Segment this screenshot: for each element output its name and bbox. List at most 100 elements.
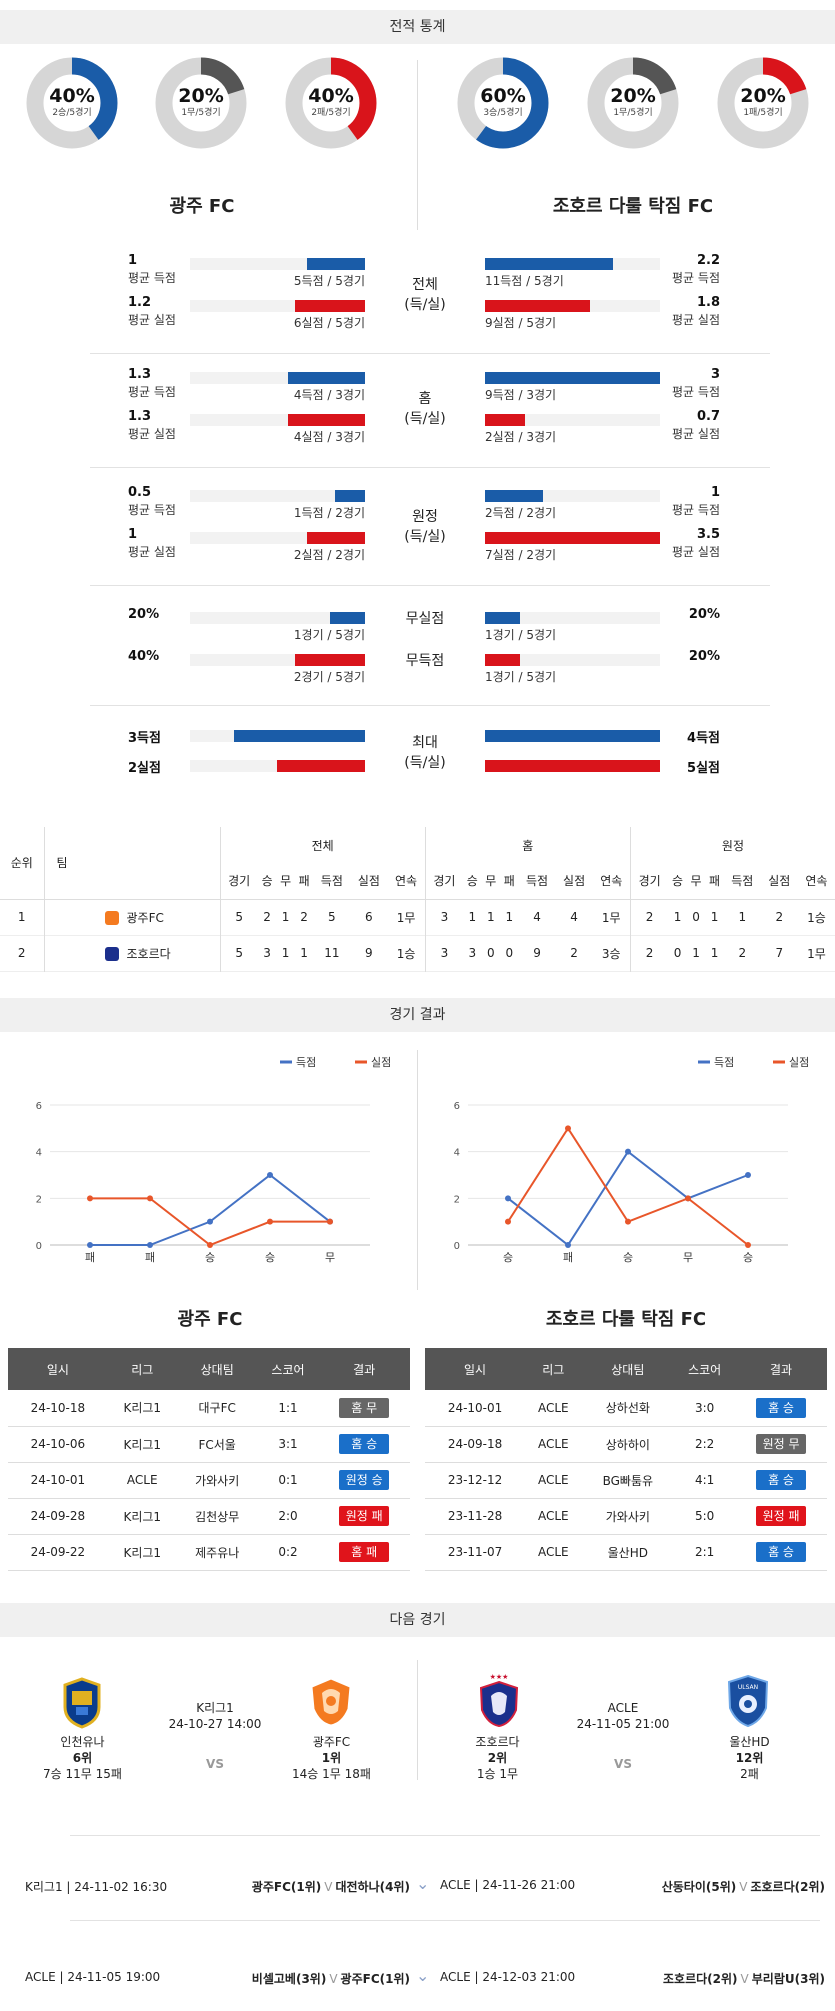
standings-cell: 5 — [235, 946, 243, 960]
result-badge: 홈 무 — [339, 1397, 390, 1418]
upcoming-vs: V — [740, 1972, 749, 1986]
home-stat-value: 1 — [128, 527, 138, 542]
standings-subheader: 경기 — [433, 874, 456, 889]
away-stat-label: 평균 득점 — [672, 271, 720, 285]
results-opp: 울산HD — [581, 1534, 675, 1571]
standings-row: 1 광주FC 5 2 1 2 5 6 1무 3 1 1 1 4 4 1무 2 1 0 1 1 2 1승 — [0, 899, 835, 935]
standings-subheader: 연속 — [592, 863, 631, 899]
next-away-left-rank: 2위 — [487, 1751, 508, 1765]
home-stat-label: 평균 실점 — [128, 313, 176, 327]
upcoming-match[interactable]: ACLE | 24-11-05 19:00 비셀고베(3위) V 광주FC(1위) — [25, 1970, 410, 1986]
away-bar — [485, 730, 660, 742]
chevron-down-icon: ⌄ — [416, 1966, 430, 1985]
away-stat-label: 평균 득점 — [672, 385, 720, 399]
home-bar-track — [190, 490, 365, 502]
standings-cell: 1 — [281, 910, 290, 924]
away-bar — [485, 490, 543, 502]
standings-row: 2 조호르다 5 3 1 1 11 9 1승 3 3 0 0 9 2 3승 2 0 1 1 2 7 1무 — [0, 935, 835, 971]
standings-subheader: 연속 — [387, 863, 426, 899]
upcoming-teams: 산동타이(5위) V 조호르다(2위) — [662, 1878, 825, 1895]
away-team-name: 조호르 다룰 탁짐 FC — [552, 196, 714, 217]
results-date: 24-10-01 — [425, 1390, 526, 1427]
home-max-value: 2실점 — [128, 761, 161, 776]
home-clean-value: 20% — [128, 607, 160, 622]
results-opp: 가와사키 — [176, 1462, 258, 1499]
away-stat-value: 3 — [710, 367, 720, 382]
results-home-team: 광주 FC — [177, 1309, 243, 1330]
standings-cell: 11 — [324, 946, 340, 960]
standings-subheader: 무 — [280, 874, 292, 889]
donut-ring-1 — [155, 57, 247, 149]
upcoming-match[interactable]: ⌄ ACLE | 24-11-26 21:00 산동타이(5위) V 조호르다(2위) — [416, 1874, 825, 1895]
standings-cell: 1 — [505, 910, 514, 924]
standings-cell: 9 — [365, 946, 373, 960]
results-league: ACLE — [525, 1390, 582, 1427]
stats-title: 전적 통계 — [0, 10, 835, 44]
upcoming-team2: 광주FC(1위) — [340, 1972, 410, 1986]
standings-cell: 1 — [673, 910, 682, 924]
standings-cell: 1 — [486, 910, 495, 924]
home-stat-label: 평균 득점 — [128, 271, 176, 285]
donut-arc — [457, 57, 549, 149]
results-result: 원정 패 — [735, 1498, 827, 1535]
standings-team[interactable]: 광주FC — [44, 899, 221, 935]
x-tick-label: 패 — [145, 1251, 155, 1264]
standings-subheader: 무 — [690, 874, 702, 889]
donut-percent: 20% — [740, 85, 786, 107]
results-date: 24-10-06 — [8, 1426, 108, 1463]
results-opp: 가와사키 — [581, 1498, 675, 1535]
donut-subtext: 1무/5경기 — [613, 108, 653, 118]
results-result: 원정 무 — [735, 1426, 827, 1463]
data-point — [745, 1172, 751, 1178]
incheon-logo-icon — [63, 1677, 101, 1729]
home-stat-label: 평균 실점 — [128, 545, 176, 559]
standings-cell: 1무 — [807, 946, 826, 961]
home-stat-label: 평균 실점 — [128, 427, 176, 441]
upcoming-team2: 부리람U(3위) — [751, 1972, 825, 1986]
next-away-left-team: 조호르다 2위 1승 1무 — [445, 1734, 550, 1782]
results-result: 홈 승 — [735, 1390, 827, 1427]
legend-label-0: 득점 — [714, 1056, 734, 1069]
standings-cell: 1 — [300, 946, 308, 960]
next-home-time: 24-10-27 14:00 — [168, 1717, 262, 1731]
standings-cell: 2 — [645, 946, 654, 960]
upcoming-match[interactable]: ⌄ ACLE | 24-12-03 21:00 조호르다(2위) V 부리람U(3위) — [416, 1966, 825, 1986]
upcoming-vs: V — [329, 1972, 338, 1986]
next-section-header: 다음 경기 — [0, 1603, 835, 1637]
results-league: ACLE — [525, 1534, 582, 1571]
donut-text: 40% 2승/5경기 — [26, 85, 118, 119]
away-bar-note: 9실점 / 5경기 — [485, 316, 557, 330]
standings-cell: 9 — [533, 946, 541, 960]
next-away-time: 24-11-05 21:00 — [576, 1717, 670, 1731]
standings-subheader: 득점 — [320, 874, 343, 889]
away-bar-note: 9득점 / 3경기 — [485, 388, 557, 402]
standings-cell: 2 — [775, 910, 784, 924]
results-date: 24-09-28 — [8, 1498, 108, 1535]
home-team-name: 광주 FC — [169, 196, 235, 217]
results-result: 홈 승 — [735, 1534, 827, 1571]
standings-cell: 2 — [300, 910, 308, 924]
y-tick-label: 6 — [36, 1101, 42, 1112]
x-tick-label: 패 — [85, 1251, 95, 1264]
home-stat-value: 1.3 — [128, 409, 152, 424]
upcoming-match[interactable]: K리그1 | 24-11-02 16:30 광주FC(1위) V 대전하나(4위) — [25, 1878, 410, 1895]
standings-team-name: 조호르다 — [126, 946, 171, 961]
donut-ring-0 — [26, 57, 118, 149]
away-stat-label: 평균 실점 — [672, 313, 720, 327]
upcoming-info: ACLE | 24-11-26 21:00 — [440, 1878, 576, 1892]
x-tick-label: 승 — [205, 1251, 215, 1264]
home-stat-label: 평균 득점 — [128, 385, 176, 399]
results-row: 24-10-18 K리그1 대구FC 1:1 홈 무 — [8, 1390, 410, 1427]
results-score: 2:0 — [257, 1498, 319, 1535]
donut-percent: 60% — [480, 85, 526, 107]
results-opp: 김천상무 — [176, 1498, 258, 1535]
donut-subtext: 1패/5경기 — [743, 108, 783, 118]
next-home-match-info: K리그1 24-10-27 14:00 — [160, 1700, 270, 1732]
next-home-league: K리그1 — [196, 1701, 234, 1715]
standings-cell: 3 — [468, 946, 477, 960]
standings-cell: 2 — [645, 910, 654, 924]
results-score: 3:0 — [674, 1390, 736, 1427]
away-bar — [485, 760, 660, 772]
donut-1: 20% 1무/5경기 — [155, 57, 247, 149]
standings-team[interactable]: 조호르다 — [44, 935, 221, 971]
